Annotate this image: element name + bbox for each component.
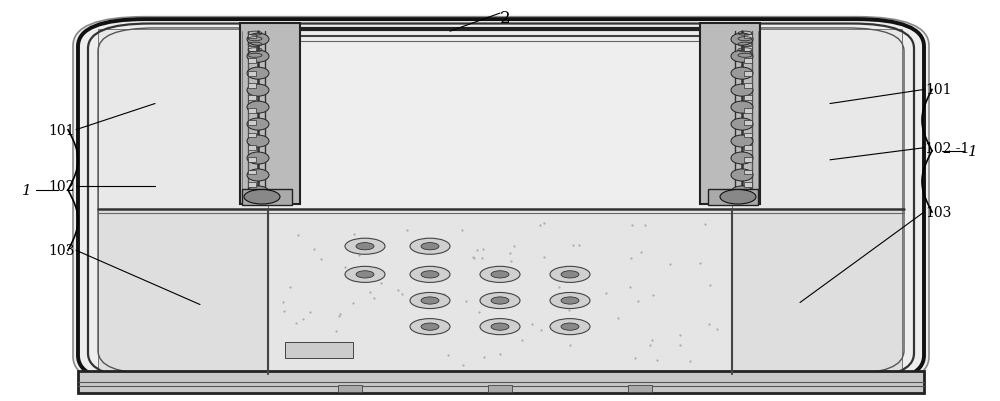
- Bar: [78, 371, 924, 393]
- Ellipse shape: [731, 170, 753, 182]
- Circle shape: [480, 293, 520, 309]
- Circle shape: [561, 323, 579, 330]
- Circle shape: [561, 271, 579, 278]
- Bar: [248, 158, 256, 163]
- Circle shape: [356, 271, 374, 278]
- Circle shape: [561, 297, 579, 304]
- Text: 103: 103: [49, 244, 75, 257]
- Text: 102: 102: [49, 180, 75, 193]
- Circle shape: [244, 190, 280, 205]
- Circle shape: [410, 319, 450, 335]
- Bar: [248, 47, 256, 52]
- Circle shape: [550, 267, 590, 283]
- Bar: [732, 30, 902, 209]
- Ellipse shape: [731, 85, 753, 97]
- Circle shape: [491, 323, 509, 330]
- Bar: [248, 170, 256, 175]
- Bar: [744, 109, 752, 113]
- Circle shape: [480, 319, 520, 335]
- Bar: [285, 342, 353, 358]
- Bar: [248, 146, 256, 150]
- Bar: [744, 71, 752, 76]
- Bar: [240, 24, 300, 205]
- Circle shape: [410, 239, 450, 255]
- Bar: [248, 133, 256, 138]
- Text: 1: 1: [22, 184, 32, 197]
- Bar: [744, 47, 752, 52]
- Bar: [242, 189, 292, 205]
- Bar: [488, 385, 512, 392]
- Bar: [248, 34, 256, 39]
- Circle shape: [421, 271, 439, 278]
- Circle shape: [345, 267, 385, 283]
- Text: 2: 2: [500, 10, 510, 27]
- Circle shape: [356, 243, 374, 250]
- Bar: [268, 209, 732, 374]
- Ellipse shape: [247, 85, 269, 97]
- Bar: [248, 121, 256, 126]
- Text: 103: 103: [925, 206, 951, 219]
- Bar: [744, 158, 752, 163]
- Ellipse shape: [731, 186, 753, 198]
- Ellipse shape: [247, 153, 269, 165]
- Bar: [744, 121, 752, 126]
- Ellipse shape: [731, 119, 753, 131]
- Circle shape: [491, 297, 509, 304]
- Circle shape: [720, 190, 756, 205]
- Circle shape: [421, 297, 439, 304]
- Bar: [744, 59, 752, 64]
- Ellipse shape: [731, 136, 753, 148]
- Text: 101: 101: [925, 83, 952, 97]
- Bar: [744, 34, 752, 39]
- Bar: [744, 170, 752, 175]
- Ellipse shape: [247, 102, 269, 114]
- Circle shape: [421, 323, 439, 330]
- Ellipse shape: [731, 68, 753, 80]
- Ellipse shape: [247, 170, 269, 182]
- Circle shape: [421, 243, 439, 250]
- Circle shape: [345, 239, 385, 255]
- Ellipse shape: [247, 119, 269, 131]
- Bar: [744, 195, 752, 200]
- Circle shape: [550, 293, 590, 309]
- Ellipse shape: [731, 34, 753, 46]
- Circle shape: [410, 267, 450, 283]
- Circle shape: [491, 271, 509, 278]
- Circle shape: [550, 319, 590, 335]
- Bar: [744, 96, 752, 101]
- Ellipse shape: [247, 34, 269, 46]
- Bar: [744, 146, 752, 150]
- Bar: [248, 71, 256, 76]
- Ellipse shape: [731, 153, 753, 165]
- Ellipse shape: [731, 51, 753, 63]
- Ellipse shape: [247, 68, 269, 80]
- Bar: [98, 209, 268, 374]
- Bar: [732, 209, 902, 374]
- Circle shape: [480, 267, 520, 283]
- Ellipse shape: [247, 186, 269, 198]
- Bar: [248, 96, 256, 101]
- Bar: [744, 84, 752, 89]
- Circle shape: [410, 293, 450, 309]
- Bar: [248, 109, 256, 113]
- Bar: [744, 133, 752, 138]
- Text: 102 -1: 102 -1: [925, 142, 969, 155]
- Bar: [744, 182, 752, 187]
- Bar: [628, 385, 652, 392]
- Bar: [248, 182, 256, 187]
- FancyBboxPatch shape: [73, 18, 929, 386]
- Ellipse shape: [247, 136, 269, 148]
- Text: 1: 1: [968, 144, 978, 158]
- Bar: [248, 59, 256, 64]
- Ellipse shape: [731, 102, 753, 114]
- Ellipse shape: [247, 51, 269, 63]
- Bar: [338, 385, 362, 392]
- Bar: [98, 30, 268, 209]
- Text: 101: 101: [48, 124, 75, 137]
- Bar: [708, 189, 758, 205]
- Bar: [248, 84, 256, 89]
- Bar: [248, 195, 256, 200]
- Bar: [700, 24, 760, 205]
